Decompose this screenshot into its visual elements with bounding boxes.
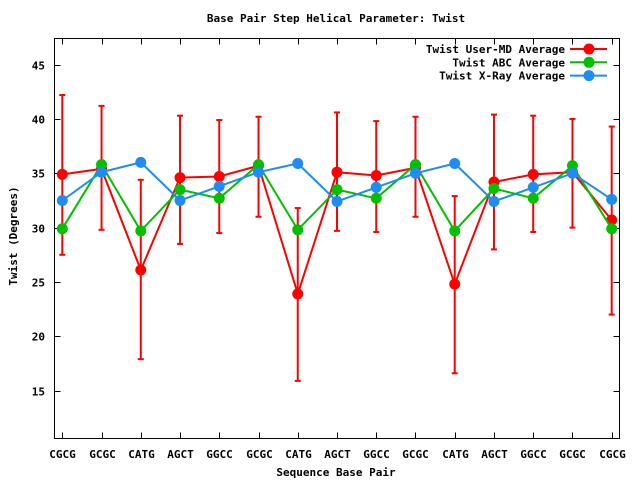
y-axis-ticks: 15 20 25 30 35 40 45 — [32, 60, 620, 399]
data-point — [135, 264, 147, 276]
legend-marker — [583, 43, 595, 55]
legend-marker — [583, 70, 595, 82]
data-point — [606, 223, 618, 235]
y-tick-label: 20 — [32, 331, 45, 344]
data-point — [174, 184, 186, 196]
legend-label: Twist X-Ray Average — [439, 70, 565, 83]
x-tick-label: GGCC — [363, 448, 390, 461]
data-point — [331, 184, 343, 196]
x-tick-label: CGCG — [599, 448, 626, 461]
data-point — [606, 193, 618, 205]
y-tick-label: 15 — [32, 386, 45, 399]
chart-title: Base Pair Step Helical Parameter: Twist — [207, 12, 465, 25]
x-tick-label: CATG — [442, 448, 469, 461]
x-tick-label: AGCT — [481, 448, 508, 461]
data-point — [174, 194, 186, 206]
data-point — [292, 224, 304, 236]
error-bars — [59, 94, 615, 382]
data-point — [292, 288, 304, 300]
data-point — [174, 172, 186, 184]
data-point — [566, 160, 578, 172]
data-point — [370, 169, 382, 181]
data-point — [135, 156, 147, 168]
y-tick-label: 35 — [32, 168, 45, 181]
x-tick-label: CATG — [285, 448, 312, 461]
data-point — [56, 168, 68, 180]
x-tick-label: GCGC — [246, 448, 273, 461]
x-tick-label: CATG — [128, 448, 155, 461]
x-tick-label: GGCC — [520, 448, 547, 461]
series-1 — [56, 159, 618, 237]
data-point — [213, 180, 225, 192]
data-point — [96, 159, 108, 171]
x-axis-label: Sequence Base Pair — [276, 466, 396, 479]
data-point — [527, 168, 539, 180]
series-2 — [56, 156, 618, 208]
data-point — [253, 159, 265, 171]
data-point — [527, 192, 539, 204]
data-point — [96, 166, 108, 178]
data-point — [409, 159, 421, 171]
x-tick-label: GCGC — [402, 448, 429, 461]
data-point — [56, 194, 68, 206]
data-point — [292, 158, 304, 169]
data-point — [213, 192, 225, 204]
data-point — [409, 167, 421, 179]
series-group — [56, 156, 618, 300]
data-point — [331, 166, 343, 178]
x-tick-label: GCGC — [559, 448, 586, 461]
y-tick-label: 25 — [32, 277, 45, 290]
legend-marker — [583, 56, 595, 68]
data-point — [449, 225, 461, 237]
y-tick-label: 45 — [32, 60, 45, 73]
data-point — [331, 196, 343, 208]
plot-frame — [54, 38, 620, 439]
data-point — [370, 181, 382, 193]
x-tick-label: AGCT — [324, 448, 351, 461]
data-point — [449, 158, 461, 169]
data-point — [566, 167, 578, 179]
y-tick-label: 30 — [32, 223, 45, 236]
data-point — [135, 225, 147, 237]
x-tick-label: CGCG — [49, 448, 76, 461]
data-point — [253, 166, 265, 178]
data-point — [449, 278, 461, 290]
x-tick-label: AGCT — [167, 448, 194, 461]
data-point — [488, 183, 500, 194]
data-point — [56, 223, 68, 235]
data-point — [370, 192, 382, 204]
legend-label: Twist User-MD Average — [426, 43, 565, 56]
x-tick-label: GCGC — [89, 448, 116, 461]
y-tick-label: 40 — [32, 114, 45, 127]
data-point — [488, 196, 500, 208]
x-axis-ticks: CGCG GCGC CATG AGCT GGCC GCGC CATG AGCT GGCC GCGC… — [49, 38, 626, 461]
x-tick-label: GGCC — [206, 448, 233, 461]
y-axis-label: Twist (Degrees) — [7, 186, 20, 285]
data-point — [527, 181, 539, 193]
legend-label: Twist ABC Average — [452, 56, 565, 69]
data-point — [213, 171, 225, 183]
